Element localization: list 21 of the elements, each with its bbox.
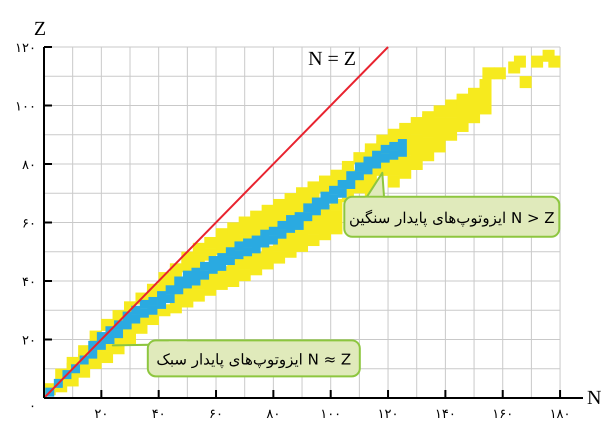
y-tick-label: ۸۰ — [22, 158, 36, 173]
x-tick-label: ۲۰ — [94, 407, 108, 422]
y-tick-label: ۲۰ — [22, 334, 36, 348]
x-tick-label: ۱۰۰ — [320, 407, 342, 422]
annotation: N ≈ Z ایزوتوپ‌های پایدار سبک — [156, 350, 352, 368]
x-tick-label: ۱۶۰ — [492, 407, 514, 422]
y-tick-label: ۶۰ — [22, 216, 36, 232]
x-tick-label: ۱۲۰ — [378, 407, 399, 422]
x-tick-label: ۱۴۰ — [434, 407, 456, 422]
x-tick-label: ۸۰ — [266, 407, 280, 422]
x-tick-label: ۴۰ — [152, 407, 166, 422]
annotation: N > Z ایزوتوپ‌های پایدار سنگین — [349, 208, 555, 227]
series-label: N = Z — [308, 48, 356, 70]
x-tick-label: ۶۰ — [209, 407, 224, 422]
y-tick-label: ۱۲۰ — [15, 41, 36, 56]
y-tick-label: ۱۰۰ — [15, 100, 36, 114]
y-axis-title: Z — [34, 18, 46, 40]
y-tick-label: ۴۰ — [22, 275, 36, 290]
x-axis-title: N — [587, 387, 602, 409]
y-tick-label: ۰ — [29, 399, 36, 414]
x-tick-label: ۱۸۰ — [550, 407, 571, 422]
